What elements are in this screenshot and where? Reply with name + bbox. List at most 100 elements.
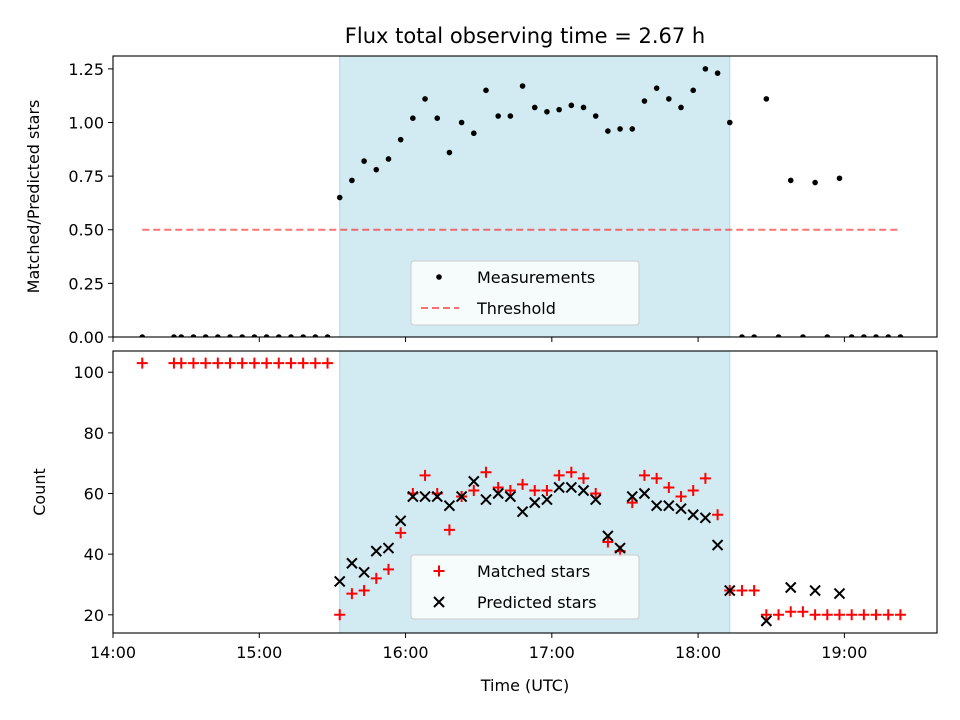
x-tick-label: 17:00	[529, 643, 575, 662]
measurement-point	[507, 113, 514, 119]
measurement-point	[873, 334, 879, 337]
legend-predicted-marker	[433, 596, 445, 608]
predicted-star-point	[833, 587, 846, 600]
matched-star-point	[261, 357, 273, 369]
y-tick-label: 0.25	[68, 274, 104, 293]
measurement-point	[690, 87, 697, 94]
matched-star-point	[760, 609, 772, 621]
y-tick-label: 60	[84, 485, 104, 504]
measurement-point	[897, 334, 904, 337]
predicted-star-point	[687, 509, 699, 521]
measurement-point	[556, 106, 562, 113]
matched-star-point	[699, 472, 711, 484]
predicted-star-point	[809, 584, 821, 597]
matched-star-point	[136, 357, 148, 369]
measurement-point	[739, 334, 745, 337]
y-tick-label: 0.00	[68, 328, 104, 347]
measurement-point	[775, 334, 782, 337]
predicted-star-point	[407, 490, 419, 503]
matched-star-point	[200, 357, 212, 369]
matched-star-point	[358, 585, 370, 597]
measurement-point	[848, 334, 855, 337]
predicted-star-point	[382, 542, 395, 554]
matched-star-point	[382, 563, 394, 575]
predicted-star-point	[553, 481, 565, 494]
y-tick-label: 100	[73, 363, 104, 382]
matched-star-point	[212, 357, 224, 369]
axes-frame	[112, 350, 938, 634]
matched-star-point	[894, 609, 906, 621]
predicted-star-point	[394, 515, 407, 527]
predicted-star-point	[699, 512, 712, 524]
matched-star-point	[504, 484, 516, 496]
x-tick-label: 16:00	[382, 643, 428, 662]
legend-matched-marker	[433, 565, 445, 577]
y-axis-label: Matched/Predicted stars	[24, 100, 43, 294]
matched-star-point	[273, 357, 285, 369]
legend-box	[410, 554, 640, 620]
matched-star-point	[309, 357, 321, 369]
legend-entry-label: Measurements	[477, 268, 595, 287]
predicted-star-point	[529, 496, 541, 509]
measurement-point	[239, 334, 246, 337]
matched-star-point	[492, 481, 504, 493]
matched-star-point	[712, 509, 724, 521]
predicted-star-point	[419, 490, 431, 503]
predicted-star-point	[614, 542, 626, 554]
predicted-star-point	[334, 575, 346, 588]
matched-star-point	[846, 609, 858, 621]
plot-area	[136, 357, 906, 627]
matched-star-point	[748, 585, 760, 597]
measurement-point	[751, 334, 757, 337]
measurement-point	[544, 108, 550, 115]
predicted-star-point	[602, 530, 614, 542]
matched-star-point	[297, 357, 309, 369]
matched-star-point	[663, 481, 675, 493]
y-tick-label: 1.25	[68, 60, 104, 79]
measurement-point	[263, 334, 270, 337]
matched-star-point	[322, 357, 334, 369]
predicted-star-point	[443, 499, 456, 512]
legend: Measurements Threshold	[410, 260, 640, 326]
measurement-point	[361, 158, 367, 164]
matched-star-point	[541, 484, 553, 496]
matched-star-point	[602, 536, 614, 548]
y-tick-label: 0.50	[68, 221, 104, 240]
predicted-star-point	[711, 539, 724, 551]
measurement-point	[531, 104, 538, 111]
chart-title: Flux total observing time = 2.67 h	[345, 24, 705, 48]
measurement-point	[483, 87, 489, 94]
matched-star-point	[687, 484, 699, 496]
predicted-star-point	[541, 493, 553, 506]
measurement-point	[580, 104, 587, 111]
measurement-point	[861, 334, 867, 337]
matched-star-point	[626, 497, 638, 509]
matched-star-point	[565, 466, 577, 478]
predicted-star-point	[589, 493, 602, 506]
matched-star-point	[285, 357, 297, 369]
x-tick-label: 15:00	[236, 643, 282, 662]
measurement-point	[373, 166, 380, 173]
predicted-star-point	[785, 581, 797, 594]
predicted-star-point	[431, 490, 443, 503]
measurement-point	[568, 102, 575, 109]
x-tick-label: 18:00	[675, 643, 721, 662]
x-tick-label: 14:00	[90, 643, 136, 662]
measurement-point	[312, 334, 319, 337]
matched-star-point	[480, 466, 492, 478]
matched-star-point	[858, 609, 870, 621]
top-panel: 0.00 0.25 0.50 0.75 1.00 1.25 Matched/Predicte…	[24, 55, 938, 347]
matched-star-point	[736, 585, 748, 597]
predicted-star-point	[675, 502, 687, 515]
measurement-point	[385, 156, 392, 162]
measurement-point	[605, 128, 611, 134]
measurement-point	[178, 334, 185, 337]
y-axis-label: Count	[30, 468, 49, 516]
predicted-star-point	[577, 484, 590, 497]
predicted-star-point	[370, 545, 382, 557]
y-tick-label: 0.75	[68, 167, 104, 186]
matched-star-point	[553, 469, 565, 481]
y-tick-label: 1.00	[68, 113, 104, 132]
axes-frame	[112, 55, 938, 338]
x-axis-label: Time (UTC)	[480, 676, 569, 695]
